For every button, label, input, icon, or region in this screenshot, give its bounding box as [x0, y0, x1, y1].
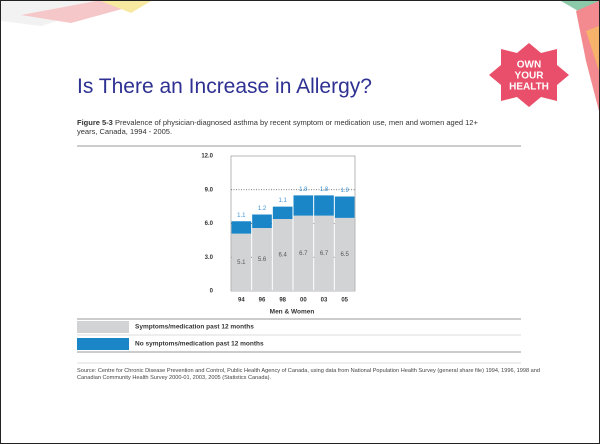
value-label: 1.8	[299, 187, 308, 193]
value-label: 1.1	[237, 213, 246, 219]
bar-segment	[272, 219, 293, 291]
value-label: 1.9	[340, 188, 349, 194]
y-tick-label: 0	[210, 289, 214, 295]
value-label: 5.6	[258, 257, 267, 263]
bar-segment	[314, 215, 334, 291]
value-label: 5.1	[237, 260, 246, 266]
value-label: 6.7	[320, 251, 329, 257]
logo-badge	[489, 43, 569, 107]
x-tick-label: 94	[238, 298, 245, 304]
caption-text: Prevalence of physician-diagnosed asthma…	[77, 118, 478, 136]
x-tick-label: 96	[259, 298, 266, 304]
decor	[586, 26, 599, 71]
bar-segment	[231, 233, 252, 291]
logo-text: HEALTH	[509, 82, 549, 93]
y-tick-label: 6.0	[205, 221, 214, 227]
value-label: 6.4	[278, 253, 287, 259]
figure-label: Figure 5-3	[77, 118, 113, 127]
x-tick-label: 00	[300, 298, 307, 304]
value-label: 1.8	[320, 187, 329, 193]
value-label: 1.2	[258, 206, 267, 212]
bar-segment	[314, 195, 334, 216]
y-tick-label: 3.0	[205, 255, 214, 261]
bar-segment	[293, 215, 314, 291]
value-label: 6.5	[340, 252, 349, 258]
x-tick-label: 05	[341, 298, 348, 304]
logo-text: OWN	[517, 60, 541, 71]
logo-text: YOUR	[515, 71, 545, 82]
legend-label: Symptoms/medication past 12 months	[135, 324, 254, 331]
value-label: 1.1	[278, 198, 287, 204]
figure-caption: Figure 5-3 Prevalence of physician-diagn…	[77, 118, 487, 136]
y-tick-label: 9.0	[205, 187, 214, 193]
legend-swatch	[77, 338, 129, 350]
x-tick-label: 98	[279, 298, 286, 304]
y-tick-label: 12.0	[201, 154, 213, 160]
slide-title: Is There an Increase in Allergy?	[77, 75, 372, 98]
legend-label: No symptoms/medication past 12 months	[135, 341, 264, 348]
x-axis-label: Men & Women	[270, 309, 315, 316]
bar-segment	[334, 217, 355, 291]
x-tick-label: 03	[321, 298, 328, 304]
bar-segment	[334, 196, 355, 218]
bar-segment	[293, 195, 314, 216]
legend-swatch	[77, 321, 129, 333]
bar-segment	[252, 228, 272, 291]
decor	[101, 1, 151, 13]
bar-segment	[272, 206, 293, 219]
value-label: 6.7	[299, 251, 308, 257]
bar-segment	[231, 221, 252, 234]
source-note: Source: Centre for Chronic Disease Preve…	[77, 368, 541, 381]
bar-segment	[252, 214, 272, 228]
